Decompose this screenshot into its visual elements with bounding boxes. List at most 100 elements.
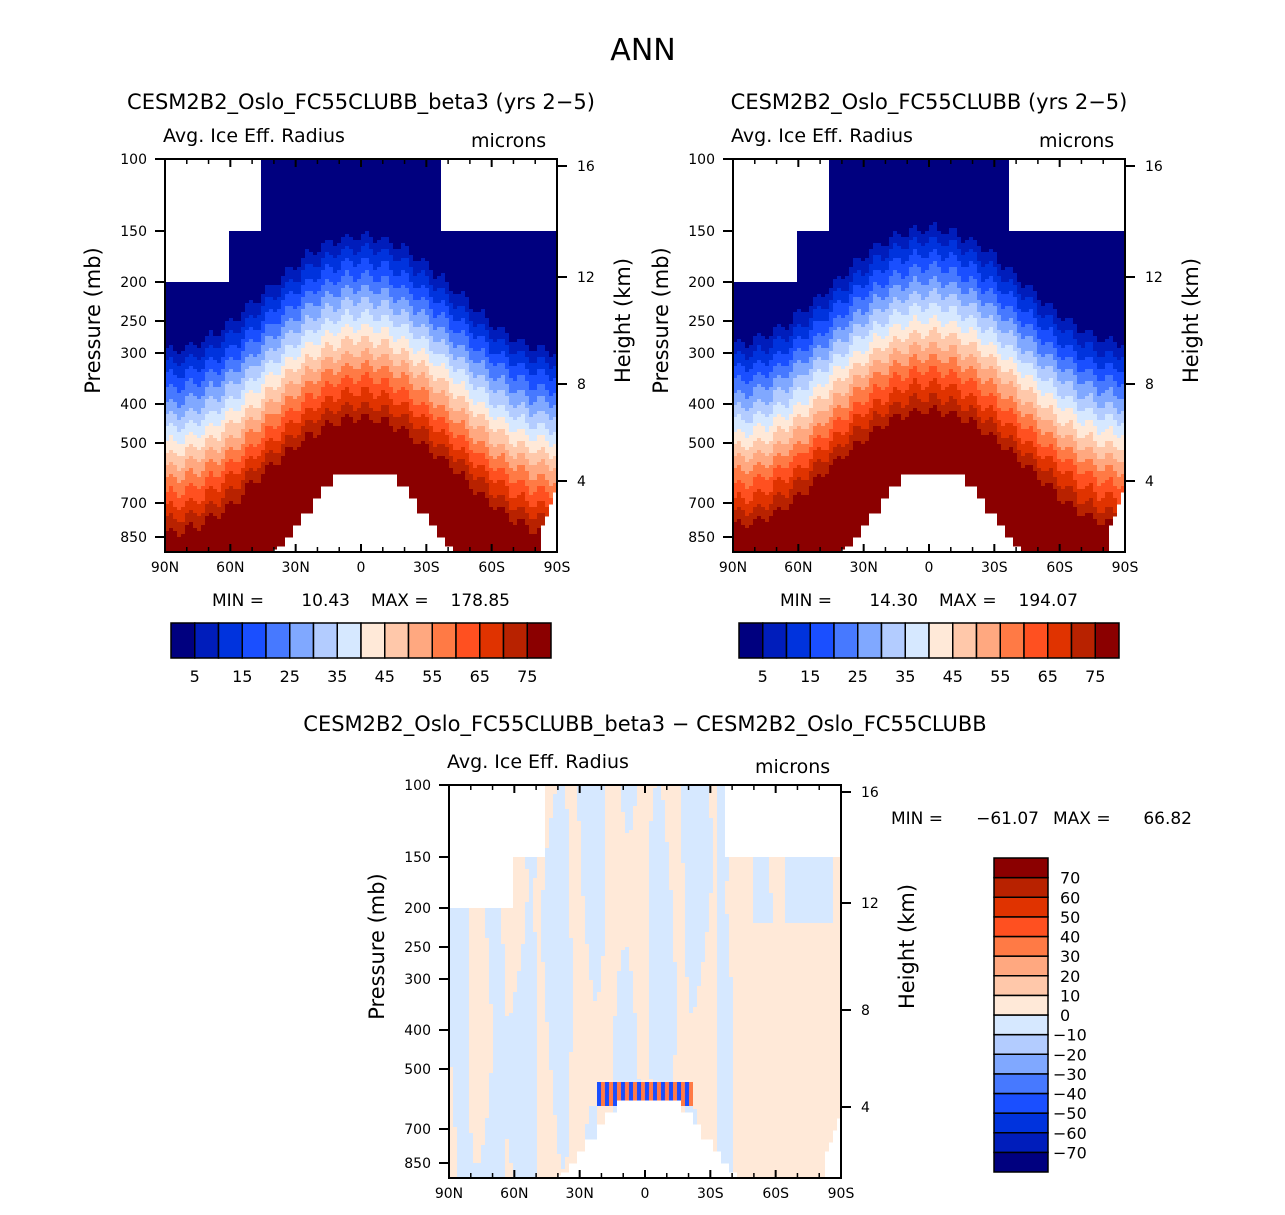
- contour-cell: [445, 456, 453, 460]
- contour-cell: [929, 264, 937, 268]
- contour-cell: [985, 303, 993, 307]
- contour-cell: [1033, 339, 1041, 343]
- contour-cell: [229, 231, 365, 235]
- contour-cell: [997, 252, 1125, 256]
- contour-cell: [1097, 480, 1105, 484]
- contour-cell: [917, 342, 929, 346]
- contour-cell: [525, 414, 529, 418]
- contour-cell: [409, 300, 429, 304]
- contour-cell: [833, 414, 849, 418]
- contour-cell: [353, 408, 357, 412]
- contour-cell: [997, 363, 1017, 367]
- contour-cell: [189, 378, 193, 382]
- contour-cell: [1077, 456, 1097, 460]
- contour-cell: [961, 330, 969, 334]
- contour-cell: [165, 435, 169, 439]
- contour-cell: [873, 351, 893, 355]
- contour-cell: [961, 279, 969, 283]
- contour-cell: [509, 357, 529, 361]
- contour-cell: [353, 354, 361, 358]
- contour-cell: [485, 426, 489, 430]
- contour-cell: [733, 354, 745, 358]
- contour-cell: [1061, 330, 1065, 334]
- contour-cell: [417, 273, 425, 277]
- contour-cell: [977, 336, 997, 340]
- contour-cell: [997, 426, 1017, 430]
- contour-cell: [789, 372, 809, 376]
- contour-cell: [509, 411, 529, 415]
- contour-cell: [1077, 465, 1097, 469]
- contour-cell: [389, 345, 409, 349]
- contour-cell: [241, 330, 245, 334]
- contour-cell: [181, 429, 205, 433]
- contour-cell: [241, 408, 245, 412]
- contour-cell: [1041, 327, 1049, 331]
- contour-cell: [381, 366, 389, 370]
- contour-cell: [373, 366, 381, 370]
- contour-cell: [1005, 528, 1109, 532]
- contour-cell: [1093, 501, 1117, 505]
- contour-cell: [737, 519, 741, 523]
- contour-cell: [261, 333, 281, 337]
- contour-cell: [301, 378, 321, 382]
- contour-cell: [545, 357, 557, 361]
- contour-cell: [517, 378, 525, 382]
- contour-cell: [381, 288, 389, 292]
- contour-cell: [849, 306, 869, 310]
- contour-cell: [325, 333, 333, 337]
- contour-cell: [433, 363, 441, 367]
- contour-cell: [537, 489, 545, 493]
- contour-cell: [509, 426, 529, 430]
- contour-cell: [269, 348, 273, 352]
- contour-cell: [733, 387, 753, 391]
- contour-cell: [1013, 435, 1017, 439]
- contour-cell: [873, 399, 881, 403]
- contour-cell: [1057, 417, 1077, 421]
- contour-cell: [769, 477, 777, 481]
- contour-cell: [1077, 366, 1097, 370]
- contour-cell: [465, 474, 473, 478]
- contour-cell: [469, 369, 489, 373]
- contour-cell: [909, 246, 957, 250]
- contour-cell: [977, 402, 997, 406]
- contour-cell: [1013, 321, 1021, 325]
- contour-cell: [225, 351, 241, 355]
- contour-cell: [493, 378, 497, 382]
- contour-cell: [465, 333, 473, 337]
- contour-cell: [313, 396, 317, 400]
- contour-cell: [621, 794, 637, 798]
- contour-cell: [981, 408, 985, 412]
- contour-cell: [917, 240, 929, 244]
- contour-cell: [889, 405, 901, 409]
- contour-cell: [869, 264, 889, 268]
- contour-cell: [1009, 408, 1013, 412]
- colorbar-box: [928, 622, 954, 659]
- contour-cell: [973, 327, 981, 331]
- contour-cell: [861, 363, 865, 367]
- contour-cell: [421, 402, 425, 406]
- contour-cell: [941, 402, 945, 406]
- contour-cell: [253, 354, 257, 358]
- contour-cell: [485, 315, 557, 319]
- contour-cell: [525, 417, 549, 421]
- contour-cell: [1037, 357, 1053, 361]
- contour-cell: [833, 321, 849, 325]
- contour-cell: [449, 363, 469, 367]
- contour-cell: [1121, 474, 1125, 478]
- contour-cell: [901, 414, 909, 418]
- contour-cell: [441, 300, 445, 304]
- contour-cell: [321, 378, 341, 382]
- contour-cell: [741, 390, 753, 394]
- contour-cell: [185, 516, 205, 520]
- contour-cell: [217, 411, 221, 415]
- contour-cell: [529, 435, 537, 439]
- contour-cell: [881, 324, 885, 328]
- contour-cell: [545, 477, 557, 481]
- contour-cell: [429, 357, 449, 361]
- contour-cell: [853, 300, 873, 304]
- contour-cell: [961, 390, 981, 394]
- contour-cell: [849, 333, 869, 337]
- contour-cell: [873, 336, 881, 340]
- contour-cell: [1037, 477, 1057, 481]
- contour-cell: [741, 351, 753, 355]
